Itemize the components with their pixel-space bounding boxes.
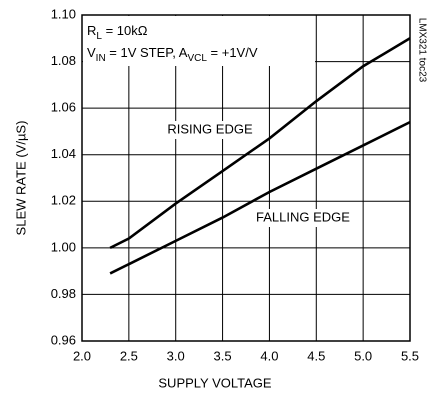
x-tick-label: 3.5 xyxy=(214,348,232,363)
annotation-background xyxy=(83,16,315,66)
y-tick-label: 1.06 xyxy=(51,100,76,115)
annotation-text: = 10kΩ xyxy=(102,23,148,38)
subscript: VCL xyxy=(187,53,207,64)
series-label: FALLING EDGE xyxy=(256,209,350,224)
side-note: LMX321 toc23 xyxy=(416,18,427,83)
annotation: VIN = 1V STEP, AVCL = +1V/V xyxy=(87,45,258,63)
y-tick-label: 1.00 xyxy=(51,239,76,254)
series-line xyxy=(109,120,411,275)
y-tick-label: 0.98 xyxy=(51,286,76,301)
x-tick-label: 4.0 xyxy=(260,348,278,363)
y-tick-label: 1.02 xyxy=(51,193,76,208)
y-tick-label: 0.96 xyxy=(51,332,76,347)
x-tick-label: 2.5 xyxy=(120,348,138,363)
subscript: L xyxy=(96,31,102,42)
series-label: RISING EDGE xyxy=(167,121,253,136)
y-tick-label: 1.08 xyxy=(51,53,76,68)
x-tick-label: 5.5 xyxy=(401,348,419,363)
x-tick-label: 2.0 xyxy=(73,348,91,363)
annotation-text: V xyxy=(87,45,96,60)
x-tick-label: 4.5 xyxy=(307,348,325,363)
label-background xyxy=(253,209,353,227)
annotation-text: R xyxy=(87,23,96,38)
y-tick-label: 1.04 xyxy=(51,146,76,161)
y-tick-label: 1.10 xyxy=(51,6,76,21)
plot-frame xyxy=(81,14,411,342)
annotation-text: = +1V/V xyxy=(207,45,258,60)
annotation-text: = 1V STEP, A xyxy=(106,45,188,60)
annotation: RL = 10kΩ xyxy=(87,23,148,41)
x-tick-label: 3.0 xyxy=(167,348,185,363)
x-tick-label: 5.0 xyxy=(354,348,372,363)
subscript: IN xyxy=(96,53,106,64)
label-background xyxy=(160,121,260,139)
series-line xyxy=(109,37,411,250)
x-axis-title: SUPPLY VOLTAGE xyxy=(158,375,272,390)
y-axis-title: SLEW RATE (V/µS) xyxy=(13,121,28,236)
